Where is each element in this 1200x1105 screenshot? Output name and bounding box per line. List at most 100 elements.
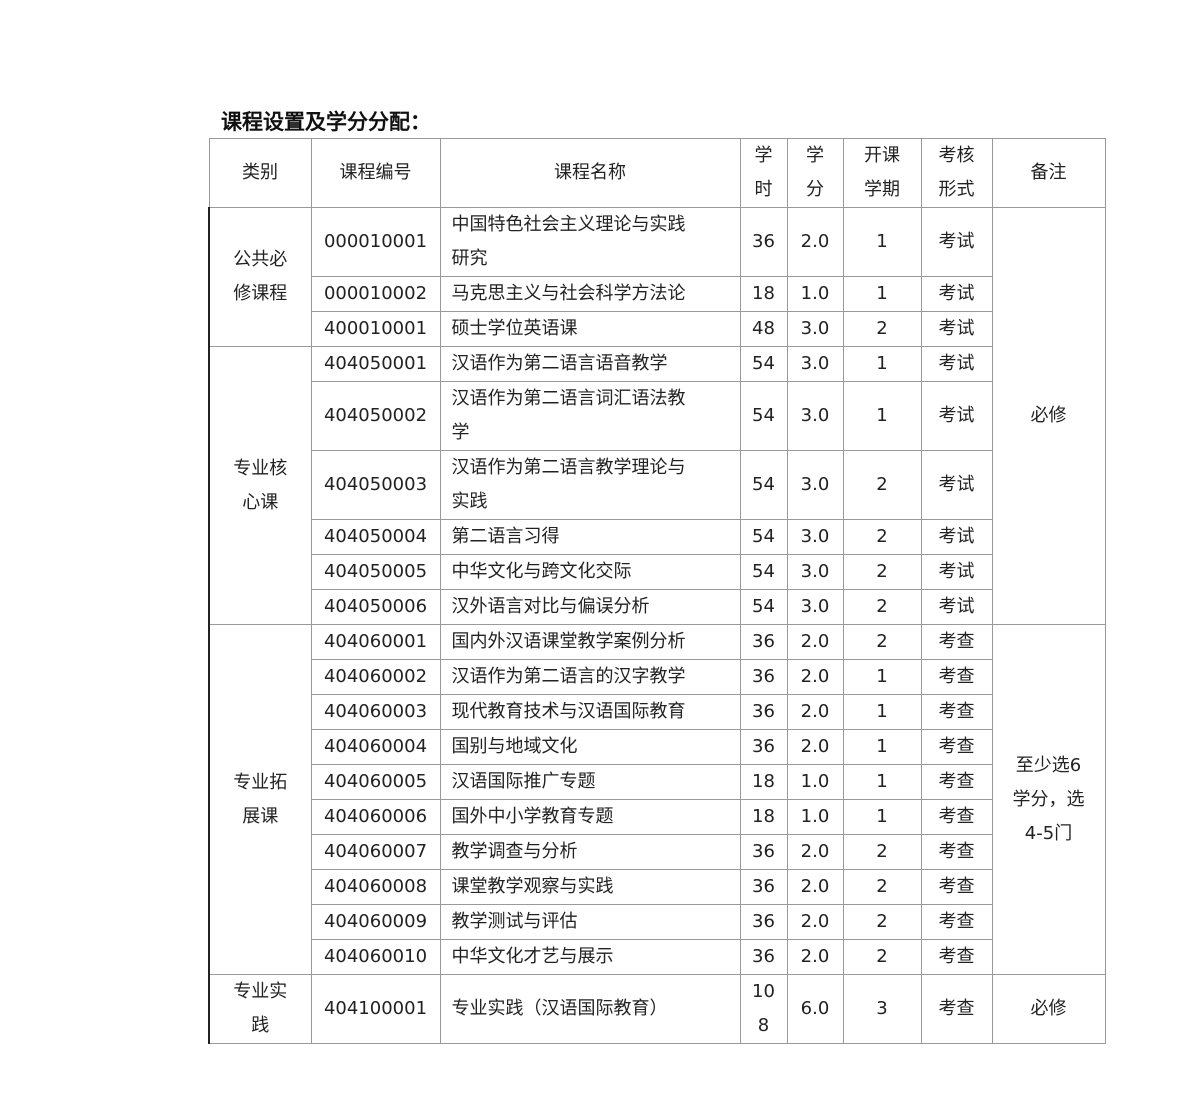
course-hours: 54 (739, 589, 788, 625)
course-code: 404050003 (310, 450, 441, 520)
table-row: 404060008 课堂教学观察与实践 36 2.0 2 考查 (209, 869, 1105, 905)
table-row: 404060007 教学调查与分析 36 2.0 2 考查 (209, 834, 1105, 870)
course-credits: 3.0 (786, 589, 844, 625)
course-code: 404100001 (310, 974, 441, 1044)
course-assessment: 考查 (920, 624, 993, 660)
course-semester: 1 (842, 764, 922, 800)
course-semester: 3 (842, 974, 922, 1044)
course-hours: 48 (739, 311, 788, 347)
header-name: 课程名称 (439, 138, 741, 208)
category-cell: 专业核 心课 (208, 346, 312, 625)
table-row: 404050004 第二语言习得 54 3.0 2 考试 (209, 519, 1105, 555)
course-name: 汉语国际推广专题 (439, 764, 741, 800)
course-hours: 36 (739, 834, 788, 870)
course-semester: 2 (842, 869, 922, 905)
course-code: 404050004 (310, 519, 441, 555)
course-semester: 2 (842, 450, 922, 520)
course-hours: 18 (739, 799, 788, 835)
course-credits: 2.0 (786, 939, 844, 975)
course-assessment: 考查 (920, 799, 993, 835)
course-code: 404060002 (310, 659, 441, 695)
course-semester: 1 (842, 694, 922, 730)
course-hours: 36 (739, 624, 788, 660)
course-hours: 54 (739, 346, 788, 382)
course-credits: 1.0 (786, 764, 844, 800)
course-semester: 2 (842, 834, 922, 870)
course-name: 汉语作为第二语言的汉字教学 (439, 659, 741, 695)
header-row: 类别 课程编号 课程名称 学时 学分 开课 学期 考核 形式 备注 (208, 138, 1106, 208)
course-hours: 36 (739, 939, 788, 975)
course-assessment: 考查 (920, 834, 993, 870)
course-code: 404050005 (310, 554, 441, 590)
table-row: 公共必 修课程 000010001 中国特色社会主义理论与实践 研究 36 2.0 1 考试 必修 (208, 207, 1106, 625)
course-name: 中国特色社会主义理论与实践 研究 (439, 207, 741, 277)
course-credits: 1.0 (786, 276, 844, 312)
course-semester: 2 (842, 624, 922, 660)
course-assessment: 考查 (920, 869, 993, 905)
course-code: 404060005 (310, 764, 441, 800)
course-semester: 1 (842, 729, 922, 765)
course-credits: 1.0 (786, 799, 844, 835)
table-row: 404060010 中华文化才艺与展示 36 2.0 2 考查 (209, 939, 1105, 975)
course-hours: 36 (739, 659, 788, 695)
course-credits: 3.0 (786, 450, 844, 520)
course-semester: 2 (842, 519, 922, 555)
course-assessment: 考查 (920, 939, 993, 975)
course-code: 400010001 (310, 311, 441, 347)
course-credits: 2.0 (786, 729, 844, 765)
course-name: 国内外汉语课堂教学案例分析 (439, 624, 741, 660)
course-hours: 10 8 (739, 974, 788, 1044)
course-semester: 1 (842, 276, 922, 312)
course-credits: 2.0 (786, 624, 844, 660)
course-credits: 6.0 (786, 974, 844, 1044)
table-row: 404060004 国别与地域文化 36 2.0 1 考查 (209, 729, 1105, 765)
course-hours: 36 (739, 729, 788, 765)
header-credits: 学分 (786, 138, 844, 208)
course-hours: 18 (739, 764, 788, 800)
course-name: 现代教育技术与汉语国际教育 (439, 694, 741, 730)
remark-cell: 至少选6 学分，选 4-5门 (991, 624, 1106, 975)
course-code: 000010001 (310, 207, 441, 277)
course-code: 404050001 (310, 346, 441, 382)
course-credits: 2.0 (786, 904, 844, 940)
table-row: 404060006 国外中小学教育专题 18 1.0 1 考查 (209, 799, 1105, 835)
course-credits: 3.0 (786, 311, 844, 347)
course-code: 404060009 (310, 904, 441, 940)
course-name: 硕士学位英语课 (439, 311, 741, 347)
course-code: 404050002 (310, 381, 441, 451)
table-row: 404060009 教学测试与评估 36 2.0 2 考查 (209, 904, 1105, 940)
course-credits: 2.0 (786, 207, 844, 277)
course-name: 教学测试与评估 (439, 904, 741, 940)
course-credits: 2.0 (786, 834, 844, 870)
course-assessment: 考试 (920, 346, 993, 382)
course-semester: 2 (842, 939, 922, 975)
course-code: 404060010 (310, 939, 441, 975)
course-name: 教学调查与分析 (439, 834, 741, 870)
course-table: 类别 课程编号 课程名称 学时 学分 开课 学期 考核 形式 备注 公共必 修课程 00… (208, 138, 1106, 1044)
table-row: 404060003 现代教育技术与汉语国际教育 36 2.0 1 考查 (209, 694, 1105, 730)
course-hours: 18 (739, 276, 788, 312)
course-credits: 3.0 (786, 381, 844, 451)
header-semester: 开课 学期 (842, 138, 922, 208)
course-assessment: 考查 (920, 764, 993, 800)
course-assessment: 考试 (920, 450, 993, 520)
header-category: 类别 (208, 138, 312, 208)
course-assessment: 考试 (920, 381, 993, 451)
table-row: 专业核 心课 404050001 汉语作为第二语言语音教学 54 3.0 1 考试 (208, 346, 1105, 625)
table-row: 专业拓 展课 404060001 国内外汉语课堂教学案例分析 36 2.0 2 考查 至少选6 学… (208, 624, 1106, 975)
course-hours: 54 (739, 519, 788, 555)
table-row: 404050002 汉语作为第二语言词汇语法教学 54 3.0 1 考试 (209, 381, 1105, 451)
course-code: 404060004 (310, 729, 441, 765)
course-code: 404060006 (310, 799, 441, 835)
course-assessment: 考查 (920, 694, 993, 730)
course-assessment: 考查 (920, 904, 993, 940)
course-code: 404060008 (310, 869, 441, 905)
course-semester: 2 (842, 589, 922, 625)
table-row: 000010002 马克思主义与社会科学方法论 18 1.0 1 考试 (209, 276, 1105, 312)
course-code: 404050006 (310, 589, 441, 625)
table-row: 404050005 中华文化与跨文化交际 54 3.0 2 考试 (209, 554, 1105, 590)
category-cell: 公共必 修课程 (208, 207, 312, 347)
category-cell: 专业拓 展课 (208, 624, 312, 975)
course-hours: 36 (739, 869, 788, 905)
course-hours: 36 (739, 694, 788, 730)
